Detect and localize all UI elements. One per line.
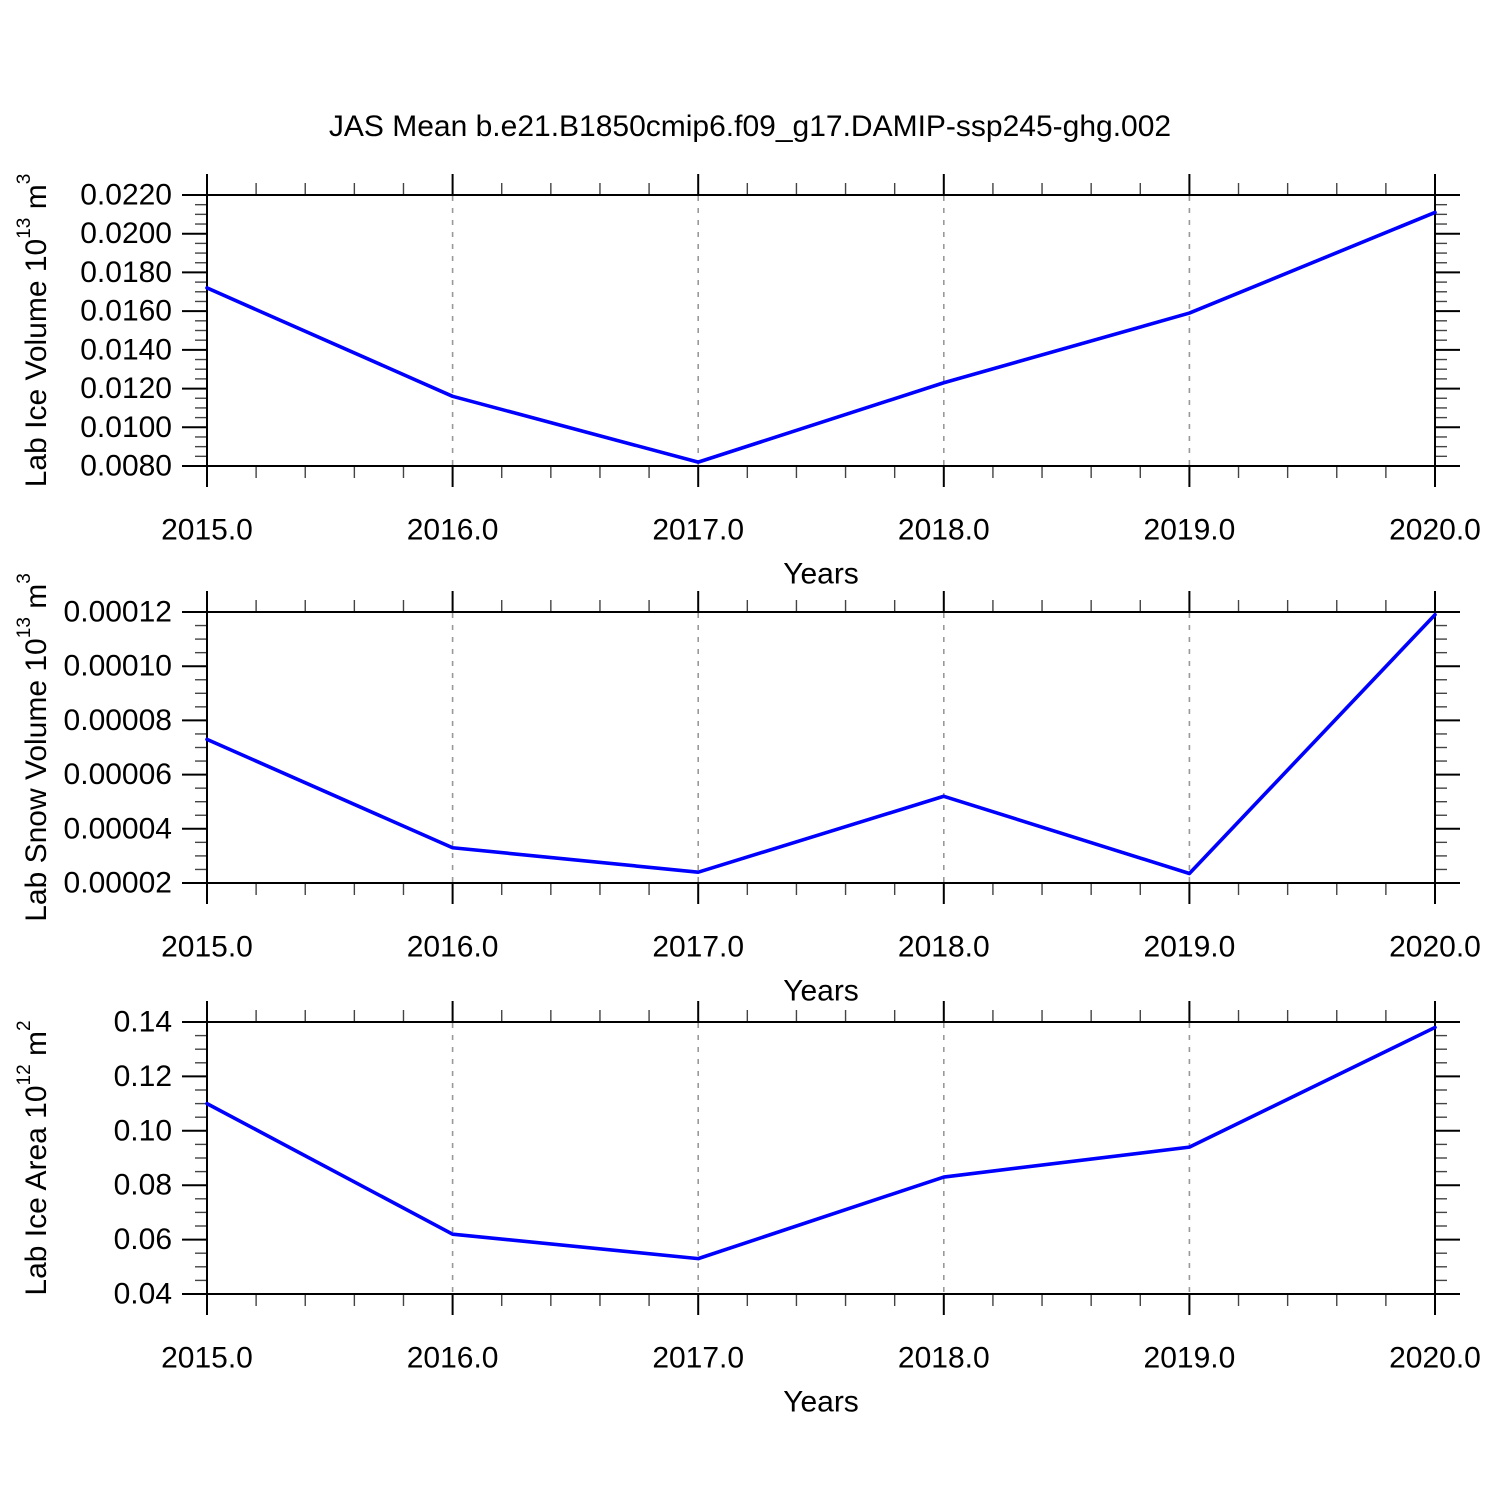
- x-tick-label: 2018.0: [898, 931, 990, 964]
- lab-snow-volume-series-line: [205, 612, 1437, 876]
- x-tick-label: 2015.0: [161, 931, 253, 964]
- y-tick-label: 0.00006: [64, 758, 172, 791]
- y-tick-label: 0.0200: [80, 217, 172, 250]
- y-tick-label: 0.08: [114, 1169, 172, 1202]
- y-tick-label: 0.06: [114, 1223, 172, 1256]
- x-tick-label: 2017.0: [652, 931, 744, 964]
- y-tick-label: 0.10: [114, 1114, 172, 1147]
- x-tick-label: 2020.0: [1389, 514, 1481, 547]
- y-tick-label: 0.0120: [80, 372, 172, 405]
- x-tick-label: 2015.0: [161, 514, 253, 547]
- y-tick-label: 0.12: [114, 1060, 172, 1093]
- x-tick-label: 2015.0: [161, 1342, 253, 1375]
- y-tick-label: 0.00008: [64, 704, 172, 737]
- y-tick-label: 0.0080: [80, 450, 172, 483]
- x-tick-label: 2016.0: [407, 514, 499, 547]
- plot-box: [206, 1021, 1436, 1295]
- lab-ice-area-chart: 2015.0 2016.0 2017.0 2018.0 2019.0 2020.0 Year…: [14, 1001, 1481, 1419]
- x-tick-label: 2020.0: [1389, 931, 1481, 964]
- x-tick-label: 2016.0: [407, 931, 499, 964]
- x-tick-label: 2017.0: [652, 514, 744, 547]
- y-tick-label: 0.0140: [80, 333, 172, 366]
- y-tick-label: 0.0100: [80, 411, 172, 444]
- y-tick-label: 0.00002: [64, 867, 172, 900]
- x-tick-label: 2016.0: [407, 1342, 499, 1375]
- y-tick-label: 0.00010: [64, 650, 172, 683]
- x-axis-title: Years: [783, 1386, 859, 1419]
- lab-snow-volume-chart: 2015.0 2016.0 2017.0 2018.0 2019.0 2020.0 Year…: [14, 573, 1481, 1007]
- y-tick-label: 0.00004: [64, 812, 172, 845]
- y-tick-label: 0.14: [114, 1006, 172, 1039]
- figure-title: JAS Mean b.e21.B1850cmip6.f09_g17.DAMIP-…: [328, 110, 1172, 143]
- y-axis-title: Lab Ice Area 1012 m2: [14, 1020, 53, 1295]
- x-tick-label: 2019.0: [1144, 1342, 1236, 1375]
- x-axis-title: Years: [783, 975, 859, 1008]
- y-tick-label: 0.0220: [80, 179, 172, 212]
- x-tick-label: 2018.0: [898, 514, 990, 547]
- y-axis-title: Lab Snow Volume 1013 m3: [14, 573, 53, 922]
- x-axis-title: Years: [783, 558, 859, 591]
- lab-ice-area-series-line: [205, 1025, 1437, 1261]
- lab-ice-volume-chart: 2015.0 2016.0 2017.0 2018.0 2019.0 2020.0 Year…: [14, 174, 1481, 591]
- y-tick-label: 0.0160: [80, 295, 172, 328]
- x-tick-label: 2019.0: [1144, 514, 1236, 547]
- x-tick-label: 2020.0: [1389, 1342, 1481, 1375]
- x-tick-label: 2018.0: [898, 1342, 990, 1375]
- x-tick-label: 2019.0: [1144, 931, 1236, 964]
- y-tick-label: 0.04: [114, 1278, 172, 1311]
- y-tick-label: 0.0180: [80, 256, 172, 289]
- y-axis-title: Lab Ice Volume 1013 m3: [14, 174, 53, 488]
- lab-ice-volume-series-line: [205, 210, 1437, 464]
- y-tick-label: 0.00012: [64, 596, 172, 629]
- x-tick-label: 2017.0: [652, 1342, 744, 1375]
- plot-box: [206, 194, 1436, 467]
- plot-box: [206, 611, 1436, 884]
